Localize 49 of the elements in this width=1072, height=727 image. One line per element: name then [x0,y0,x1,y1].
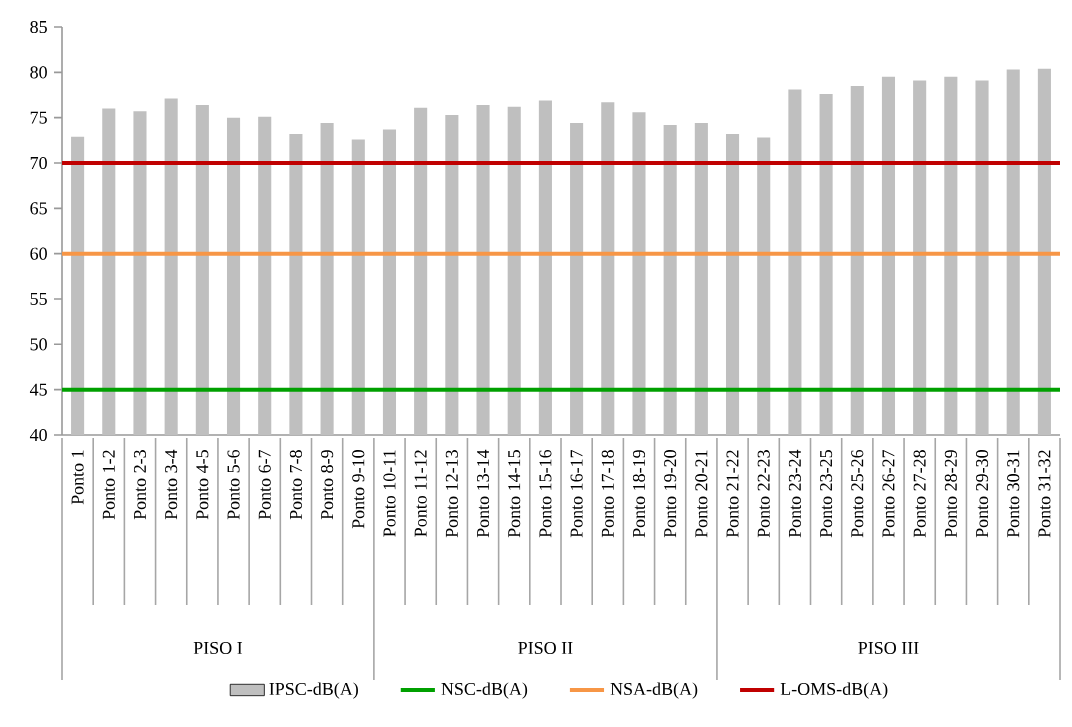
y-tick-label: 70 [30,156,47,170]
x-tick-label: Ponto 3-4 [165,449,178,520]
x-tick-label: Ponto 18-19 [632,450,646,538]
x-tick-label: Ponto 31-32 [1038,450,1051,538]
y-tick-label: 40 [29,428,47,442]
x-tick-label: Ponto 22-23 [757,450,770,538]
x-tick-label: Ponto 1-2 [102,450,115,520]
x-tick-label: Ponto 21-22 [726,450,739,538]
x-tick-label: Ponto 10-11 [383,450,396,537]
x-tick-label: Ponto 9-10 [352,450,365,529]
x-tick-label: Ponto 14-15 [508,450,521,538]
x-tick-label: Ponto 17-18 [601,450,614,538]
text: PISO III [858,641,919,655]
x-tick-label: Ponto 27-28 [913,450,926,538]
legend-label: NSC-dB(A) [441,682,528,699]
x-tick-label: Ponto 12-13 [445,450,458,538]
x-tick-label: Ponto 11-12 [414,450,427,537]
y-tick-label: 80 [30,66,47,79]
text: PISO I [193,641,243,655]
x-tick-label: Ponto 15-16 [539,449,552,538]
legend-label: NSA-dB(A) [610,682,698,699]
y-tick-label: 85 [30,20,47,34]
x-tick-label: Ponto 8-9 [321,450,334,520]
legend-label: IPSC-dB(A) [269,682,358,699]
x-tick-label: Ponto 5-6 [227,449,240,520]
x-tick-label: Ponto 19-20 [664,450,677,538]
y-tick-label: 65 [30,202,47,215]
text: PISO II [518,641,573,655]
y-tick-label: 45 [29,383,47,396]
x-tick-label: Ponto 23-24 [788,449,801,538]
x-tick-label: Ponto 16-17 [570,449,583,538]
x-tick-label: Ponto 20-21 [695,450,708,538]
x-tick-label: Ponto 30-31 [1007,450,1020,538]
x-tick-label: Ponto 7-8 [289,450,302,520]
x-tick-label: Ponto 23-25 [820,450,833,538]
x-tick-label: Ponto 25-26 [851,449,864,538]
x-tick-label: Ponto 13-14 [476,449,490,538]
x-tick-label: Ponto 29-30 [975,450,989,538]
y-tick-label: 60 [30,247,47,260]
x-tick-label: Ponto 26-27 [882,449,895,538]
legend-label: L-OMS-dB(A) [780,682,888,699]
x-tick-label: Ponto 4-5 [196,450,209,520]
y-tick-label: 50 [30,338,47,351]
y-tick-label: 55 [30,293,47,305]
y-tick-label: 75 [30,111,47,124]
x-tick-label: Ponto 2-3 [133,450,147,520]
x-tick-label: Ponto 28-29 [944,450,957,538]
x-tick-label: Ponto 6-7 [258,449,271,520]
x-tick-label: Ponto 1 [71,450,84,505]
